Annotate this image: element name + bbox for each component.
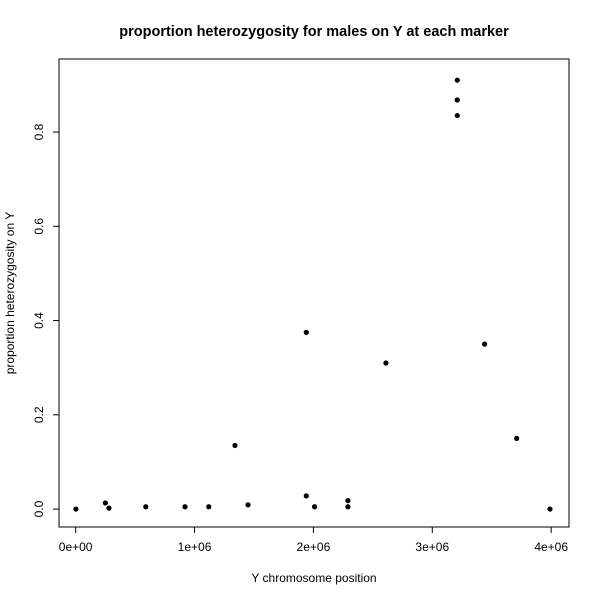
y-axis: 0.0 0.2 0.4 0.6 0.8	[32, 123, 60, 517]
data-point	[232, 442, 238, 449]
y-tick-label: 0.4	[32, 312, 46, 329]
x-tick-label: 3e+06	[415, 540, 449, 554]
data-point	[311, 504, 318, 510]
data-point	[303, 493, 309, 499]
x-tick-label: 2e+06	[297, 540, 331, 554]
x-axis-label: Y chromosome position	[251, 571, 376, 585]
y-tick-label: 0.0	[32, 500, 46, 517]
data-point	[345, 498, 351, 504]
data-point	[106, 505, 112, 511]
plot-frame	[58, 58, 570, 528]
data-point	[143, 504, 149, 510]
x-tick-label: 1e+06	[178, 540, 212, 554]
data-point	[73, 506, 79, 512]
x-tick-label: 4e+06	[534, 540, 568, 554]
data-point	[454, 112, 460, 119]
data-point	[102, 500, 108, 506]
data-point	[182, 504, 188, 510]
chart-title: proportion heterozygosity for males on Y…	[119, 24, 509, 40]
y-tick-label: 0.6	[32, 218, 46, 235]
x-axis: 0e+00 1e+06 2e+06 3e+06 4e+06	[59, 526, 568, 554]
data-point	[206, 504, 212, 510]
data-point	[481, 341, 488, 347]
data-point	[303, 329, 309, 335]
data-points	[73, 77, 553, 512]
data-point	[547, 506, 553, 512]
data-point	[454, 77, 460, 83]
y-tick-label: 0.8	[32, 123, 46, 140]
data-point	[345, 504, 351, 510]
data-point	[245, 502, 251, 508]
x-tick-label: 0e+00	[59, 540, 93, 554]
data-point	[514, 435, 520, 441]
data-point	[454, 97, 460, 103]
y-axis-label: proportion heterozygosity on Y	[3, 212, 17, 375]
y-tick-label: 0.2	[32, 406, 46, 423]
data-point	[383, 360, 389, 366]
